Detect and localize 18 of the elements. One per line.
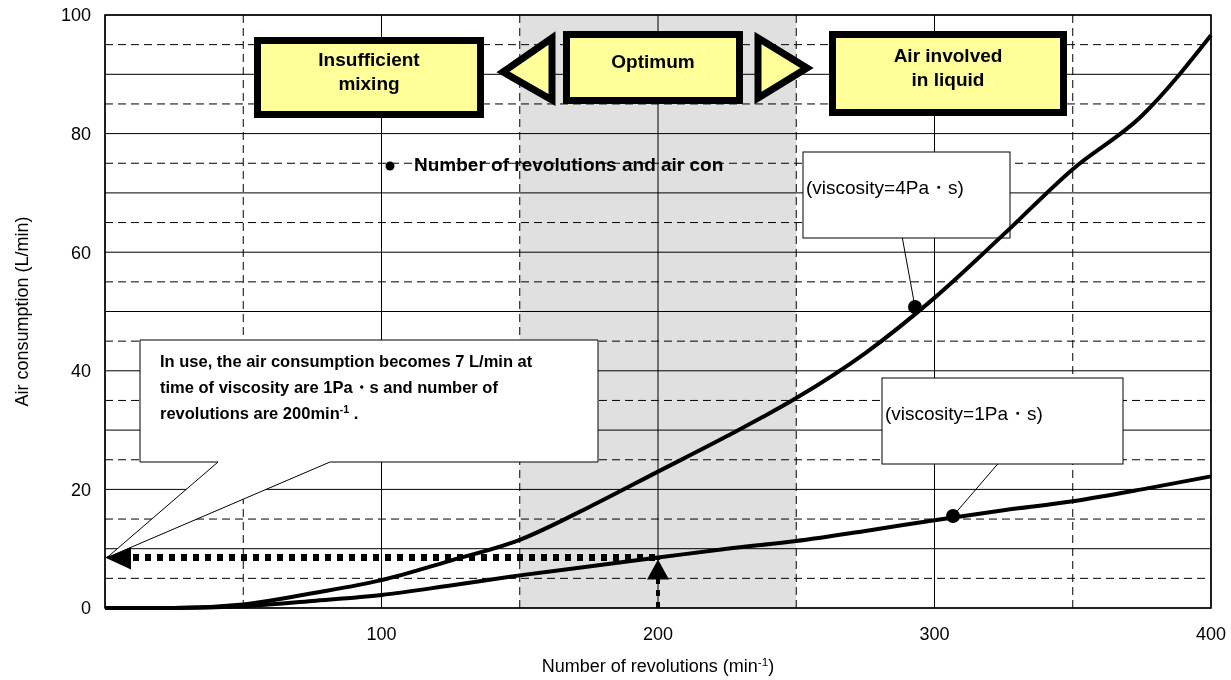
annotation: Insufficient mixing: [318, 48, 421, 94]
x-tick-label: 200: [642, 624, 674, 644]
y-axis-title: Air consumption (L/min): [12, 216, 32, 407]
annotation: (viscosity=4Pa・s): [806, 177, 964, 198]
y-tick-label: 0: [80, 598, 91, 619]
y-tick-label: 40: [70, 361, 91, 382]
annotation: In use, the air consumption becomes 7 L/min at time of viscosity are 1Pa・s and number of revolutions are 200min$^{-1}$ .: [160, 352, 533, 422]
x-tick-label: 100: [366, 624, 397, 644]
y-tick-label: 20: [70, 479, 91, 500]
annotation: (viscosity=1Pa・s): [885, 403, 1043, 424]
y-tick-label: 60: [70, 242, 91, 263]
annotation: Optimum: [611, 50, 695, 72]
y-tick-label: 100: [60, 5, 91, 26]
y-tick-label: 80: [70, 123, 91, 144]
x-axis-title: Number of revolutions (min$^{-1}$): [541, 654, 775, 676]
annotation: Air involved in liquid: [893, 44, 1003, 90]
x-tick-label: 400: [1195, 624, 1227, 644]
x-tick-label: 300: [919, 624, 950, 644]
